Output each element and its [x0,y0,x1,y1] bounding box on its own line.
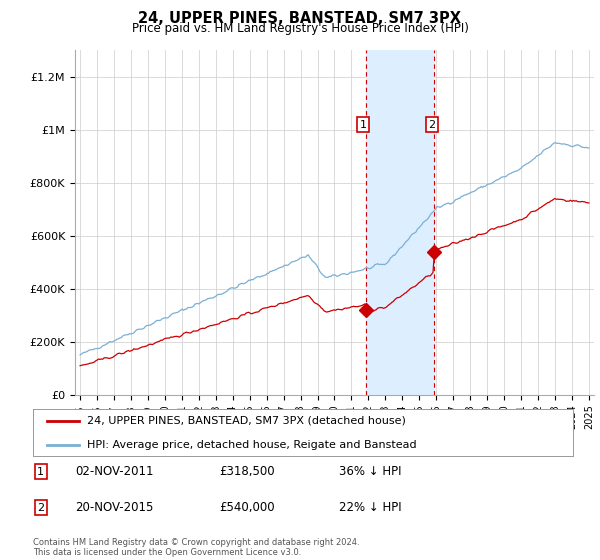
Text: 22% ↓ HPI: 22% ↓ HPI [339,501,401,515]
Text: 2: 2 [428,120,436,129]
Text: Price paid vs. HM Land Registry's House Price Index (HPI): Price paid vs. HM Land Registry's House … [131,22,469,35]
Text: 1: 1 [359,120,367,129]
Text: 36% ↓ HPI: 36% ↓ HPI [339,465,401,478]
Text: 1: 1 [37,466,44,477]
Text: 02-NOV-2011: 02-NOV-2011 [75,465,154,478]
Text: Contains HM Land Registry data © Crown copyright and database right 2024.
This d: Contains HM Land Registry data © Crown c… [33,538,359,557]
Text: 20-NOV-2015: 20-NOV-2015 [75,501,154,515]
Text: HPI: Average price, detached house, Reigate and Banstead: HPI: Average price, detached house, Reig… [87,440,416,450]
Text: 2: 2 [37,503,44,513]
Text: 24, UPPER PINES, BANSTEAD, SM7 3PX (detached house): 24, UPPER PINES, BANSTEAD, SM7 3PX (deta… [87,416,406,426]
Text: £318,500: £318,500 [219,465,275,478]
Bar [366,50,434,395]
Text: £540,000: £540,000 [219,501,275,515]
Text: 24, UPPER PINES, BANSTEAD, SM7 3PX: 24, UPPER PINES, BANSTEAD, SM7 3PX [139,11,461,26]
